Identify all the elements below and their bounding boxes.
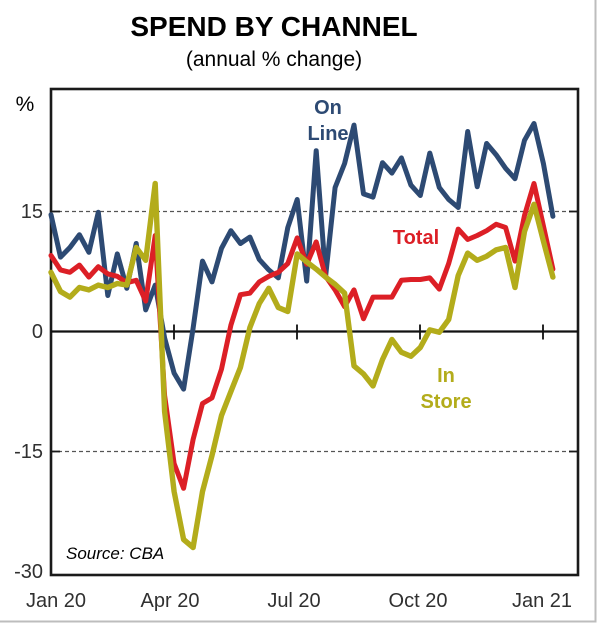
x-tick-label-jan20: Jan 20 bbox=[26, 590, 86, 612]
x-tick-label-jan21: Jan 21 bbox=[512, 590, 572, 612]
series-line-instore bbox=[48, 180, 556, 551]
x-tick-label-jul20: Jul 20 bbox=[267, 590, 320, 612]
series-label-instore-line1: In bbox=[437, 365, 455, 387]
y-tick-label-0: 0 bbox=[32, 321, 43, 343]
series-label-instore: In Store bbox=[420, 365, 471, 413]
series-label-total: Total bbox=[393, 227, 439, 249]
series-label-online: On Line bbox=[307, 97, 348, 145]
gridlines bbox=[51, 210, 578, 453]
x-tick-label-apr20: Apr 20 bbox=[141, 590, 200, 612]
series-label-online-line1: On bbox=[314, 97, 342, 119]
y-tick-label-15: 15 bbox=[21, 201, 43, 223]
series-line-total bbox=[48, 181, 556, 491]
y-tick-label-neg30: -30 bbox=[14, 561, 43, 583]
x-tick-label-oct20: Oct 20 bbox=[389, 590, 448, 612]
chart-subtitle: (annual % change) bbox=[186, 48, 362, 71]
source-note: Source: CBA bbox=[66, 544, 164, 563]
series-label-online-line2: Line bbox=[307, 123, 348, 145]
y-axis-unit-label: % bbox=[16, 93, 35, 116]
chart-title: SPEND BY CHANNEL bbox=[130, 11, 417, 42]
series-label-instore-line2: Store bbox=[420, 391, 471, 413]
y-tick-label-neg15: -15 bbox=[14, 441, 43, 463]
